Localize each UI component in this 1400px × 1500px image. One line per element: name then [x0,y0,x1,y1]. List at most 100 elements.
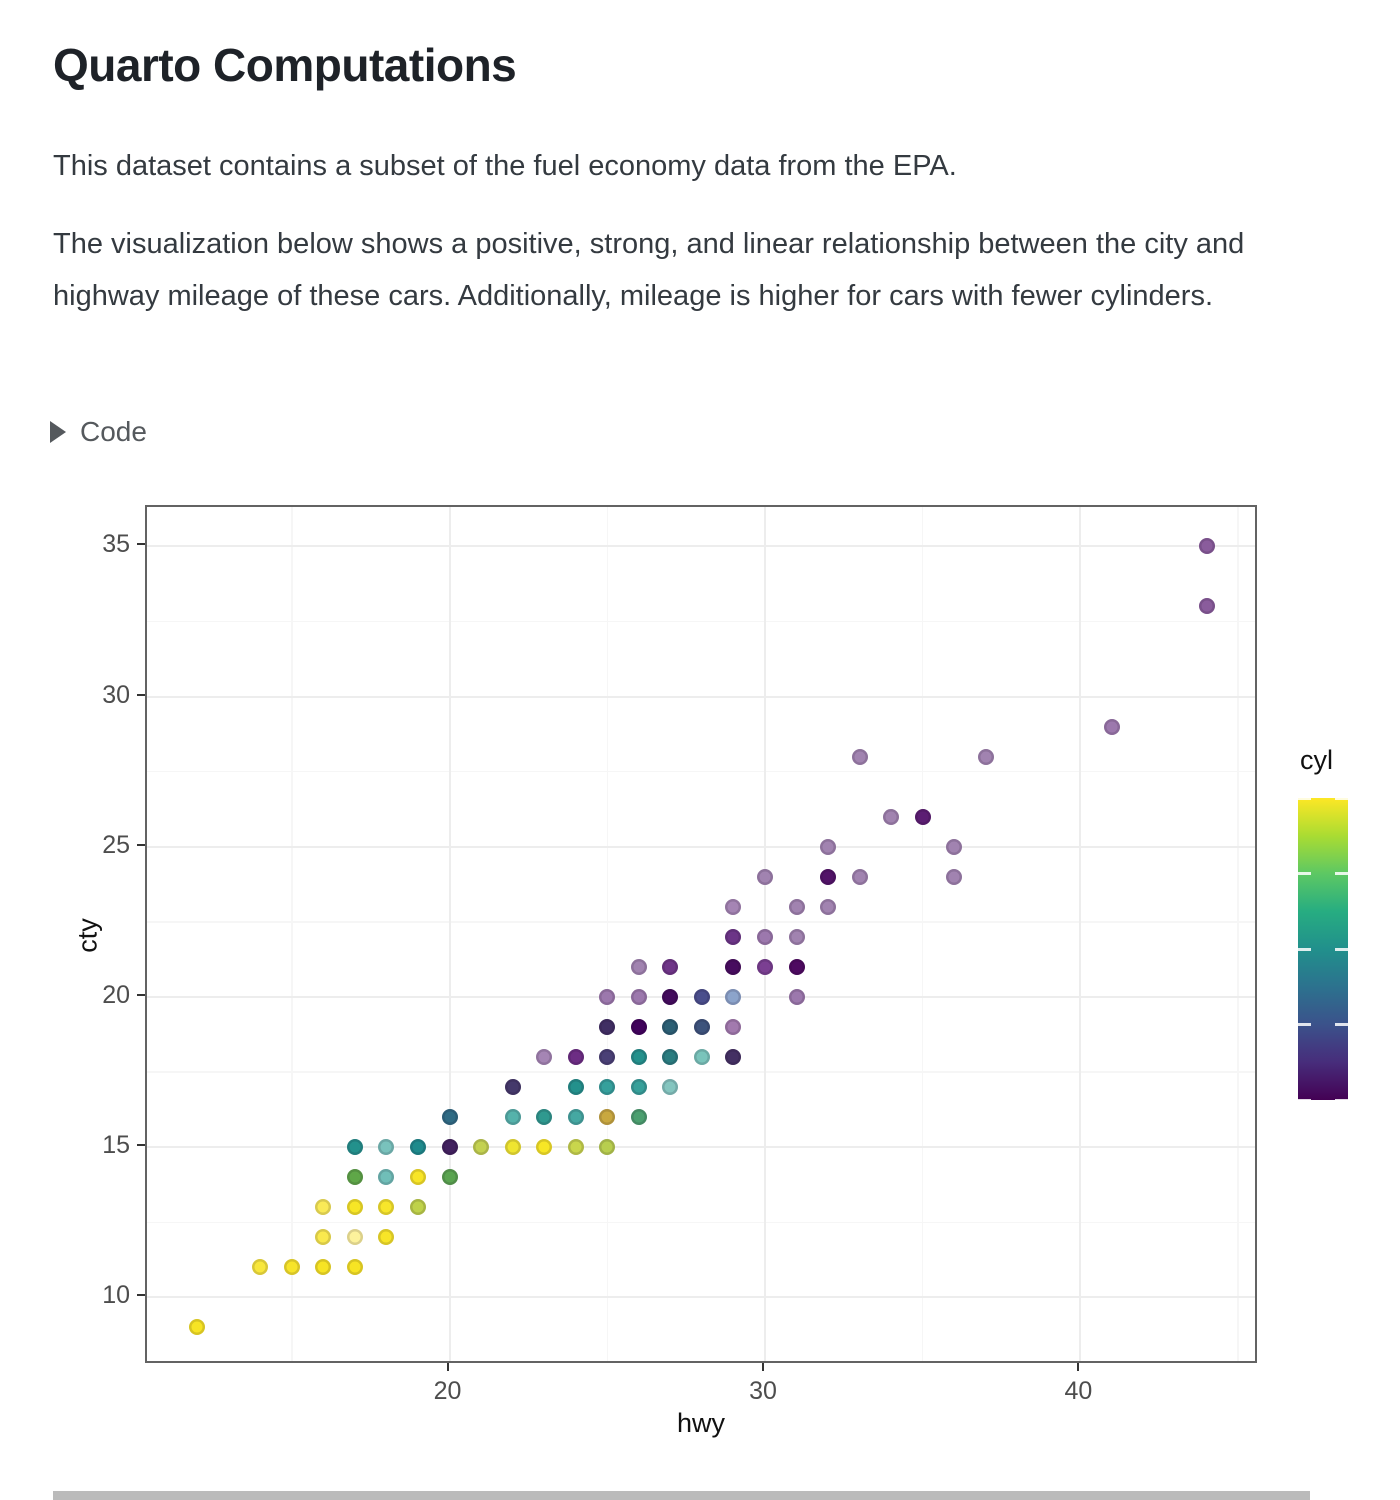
data-point [441,1139,458,1156]
data-point [851,868,868,885]
data-point [599,1079,616,1096]
x-tick-label: 20 [433,1377,462,1405]
data-point [946,868,963,885]
legend-colorbar [1298,798,1348,1100]
legend-tick-mark [1335,1023,1348,1026]
data-point [346,1199,363,1216]
data-point [883,808,900,825]
legend-title: cyl [1300,745,1333,775]
x-tick-mark [446,1363,449,1371]
data-point [788,928,805,945]
data-point [567,1049,584,1066]
data-point [409,1199,426,1216]
data-point [977,748,994,765]
data-point [599,988,616,1005]
data-point [630,988,647,1005]
gridline-y-minor [147,770,1255,773]
data-point [725,898,742,915]
plot-panel [145,505,1257,1363]
data-point [788,988,805,1005]
data-point [252,1259,269,1276]
gridline-x-minor [1237,507,1239,1361]
data-point [189,1319,206,1336]
gridline-x-minor [921,507,924,1361]
gridline-x-minor [606,507,608,1361]
x-tick-mark [761,1363,764,1371]
gridline-y-minor [147,1071,1255,1073]
legend-tick-mark [1298,1098,1311,1100]
data-point [662,988,679,1005]
gridline-y-major [147,1146,1255,1149]
data-point [914,808,931,825]
x-tick-mark [1077,1363,1080,1371]
data-point [630,958,647,975]
data-point [567,1079,584,1096]
legend-tick-mark [1298,947,1311,951]
gridline-y-minor [147,620,1255,623]
data-point [346,1139,363,1156]
legend-tick-mark [1335,798,1348,800]
y-tick-mark [137,843,145,846]
data-point [536,1139,553,1156]
data-point [693,1049,710,1066]
intro-paragraph: This dataset contains a subset of the fu… [53,150,957,182]
data-point [441,1169,458,1186]
data-point [1198,538,1215,555]
y-tick-label: 35 [102,530,130,559]
data-point [820,838,837,855]
data-point [693,1019,710,1036]
data-point [662,958,679,975]
legend-tick-mark [1298,872,1311,875]
data-point [599,1019,616,1036]
data-point [346,1169,363,1186]
gridline-y-minor [147,921,1255,923]
data-point [662,1019,679,1036]
data-point [851,748,868,765]
data-point [1103,718,1120,735]
data-point [630,1079,647,1096]
data-point [441,1109,458,1126]
data-point [693,988,710,1005]
data-point [378,1199,395,1216]
data-point [756,928,773,945]
data-point [599,1049,616,1066]
data-point [820,868,837,885]
data-point [756,868,773,885]
gridline-y-major [147,1296,1255,1299]
legend-tick-mark [1335,872,1348,875]
data-point [756,958,773,975]
gridline-y-major [147,695,1255,698]
data-point [725,1019,742,1036]
data-point [378,1169,395,1186]
gridline-y-minor [147,1221,1255,1224]
code-toggle[interactable]: Code [50,416,147,448]
caret-right-icon [50,421,66,443]
y-tick-mark [137,993,145,996]
data-point [346,1229,363,1246]
data-point [599,1109,616,1126]
data-point [725,988,742,1005]
data-point [788,898,805,915]
legend-tick-mark [1298,798,1311,800]
data-point [630,1109,647,1126]
x-axis-title: hwy [676,1408,725,1438]
y-tick-mark [137,1294,145,1297]
code-toggle-label: Code [80,416,147,447]
gridline-x-minor [291,507,293,1361]
data-point [946,838,963,855]
y-tick-label: 20 [102,980,130,1009]
collapsed-block-divider [53,1491,1310,1500]
x-tick-label: 40 [1064,1377,1093,1405]
y-axis-title: cty [72,918,103,953]
data-point [504,1139,521,1156]
data-point [820,898,837,915]
data-point [725,1049,742,1066]
data-point [315,1199,332,1216]
data-point [409,1139,426,1156]
y-tick-label: 30 [102,680,130,709]
data-point [725,958,742,975]
data-point [346,1259,363,1276]
data-point [378,1139,395,1156]
gridline-x-major [448,507,451,1361]
